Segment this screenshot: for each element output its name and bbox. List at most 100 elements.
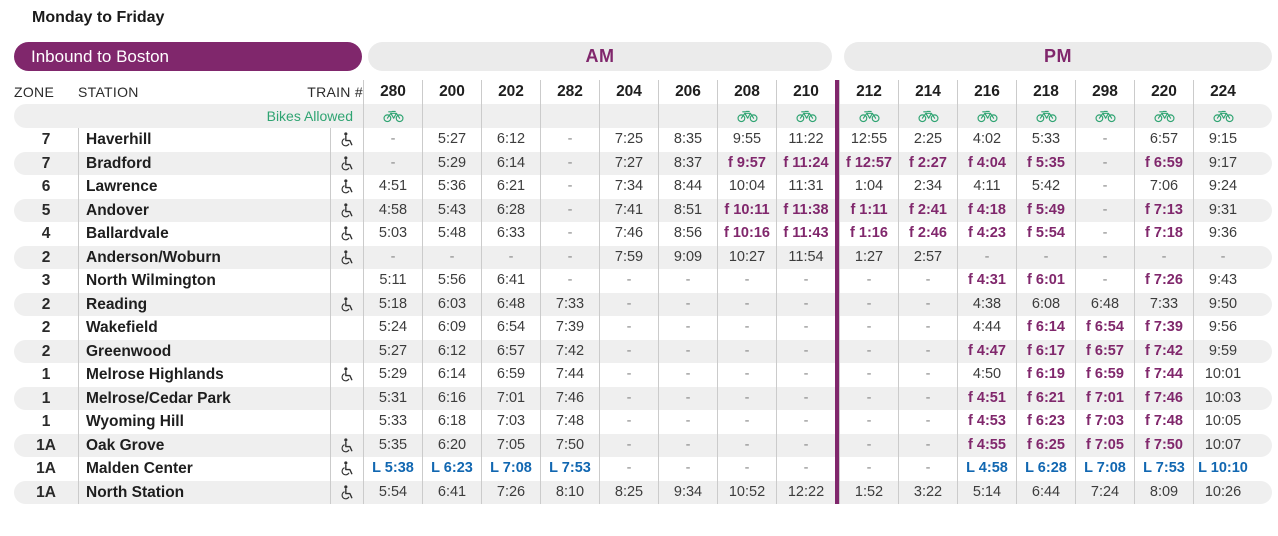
wheelchair-accessible-icon bbox=[341, 485, 352, 500]
no-stop-cell: - bbox=[599, 292, 658, 316]
no-stop-cell: - bbox=[898, 433, 957, 457]
no-stop-cell: - bbox=[1134, 245, 1193, 269]
wheelchair-accessible-icon bbox=[341, 297, 352, 312]
time-cell: 8:56 bbox=[658, 222, 717, 246]
train-number-208: 208 bbox=[717, 80, 776, 104]
zone-value: 1 bbox=[41, 413, 51, 430]
time-cell: 7:44 bbox=[540, 363, 599, 387]
l-stop-time: L 7:08 bbox=[1075, 457, 1134, 481]
time-cell: 8:10 bbox=[540, 480, 599, 504]
flag-stop-time: f 6:19 bbox=[1016, 363, 1075, 387]
time-cell: 5:27 bbox=[422, 128, 481, 152]
bikes-allowed-row: Bikes Allowed bbox=[14, 104, 1272, 128]
flag-stop-time: f 7:42 bbox=[1134, 339, 1193, 363]
no-stop-cell: - bbox=[658, 386, 717, 410]
no-stop-cell: - bbox=[898, 269, 957, 293]
zone-value: 2 bbox=[41, 248, 51, 266]
time-cell: 5:43 bbox=[422, 198, 481, 222]
station-row-anderson-woburn: 2 Anderson/Woburn - - - -7:59 9:09 10:27 11:54 1… bbox=[14, 245, 1272, 269]
no-stop-cell: - bbox=[717, 292, 776, 316]
no-stop-cell: - bbox=[839, 433, 898, 457]
no-stop-cell: - bbox=[898, 363, 957, 387]
no-stop-cell: - bbox=[957, 245, 1016, 269]
station-train-header: STATION TRAIN # bbox=[78, 80, 363, 104]
no-stop-cell: - bbox=[599, 433, 658, 457]
time-cell: 11:54 bbox=[776, 245, 835, 269]
accessible-cell bbox=[330, 245, 363, 269]
row-end-spacer bbox=[1252, 175, 1272, 199]
no-stop-cell: - bbox=[717, 410, 776, 434]
am-pm-divider bbox=[835, 386, 839, 410]
no-stop-cell: - bbox=[599, 410, 658, 434]
l-stop-time: L 7:08 bbox=[481, 457, 540, 481]
time-cell: 7:59 bbox=[599, 245, 658, 269]
station-name: Wakefield bbox=[78, 316, 330, 340]
time-cell: 5:03 bbox=[363, 222, 422, 246]
am-pm-divider bbox=[835, 175, 839, 199]
time-cell: 8:37 bbox=[658, 151, 717, 175]
no-stop-cell: - bbox=[1075, 128, 1134, 152]
no-stop-cell: - bbox=[898, 386, 957, 410]
no-stop-cell: - bbox=[898, 316, 957, 340]
am-pm-divider bbox=[835, 339, 839, 363]
time-cell: 5:33 bbox=[363, 410, 422, 434]
flag-stop-time: f 4:18 bbox=[957, 198, 1016, 222]
bike-icon bbox=[736, 110, 758, 122]
time-cell: 6:03 bbox=[422, 292, 481, 316]
bike-icon bbox=[795, 110, 817, 122]
time-cell: 8:51 bbox=[658, 198, 717, 222]
station-name: Lawrence bbox=[78, 175, 330, 199]
no-stop-cell: - bbox=[540, 245, 599, 269]
flag-stop-time: f 5:49 bbox=[1016, 198, 1075, 222]
time-cell: 4:11 bbox=[957, 175, 1016, 199]
no-stop-cell: - bbox=[776, 339, 835, 363]
train-number-204: 204 bbox=[599, 80, 658, 104]
time-cell: 7:42 bbox=[540, 339, 599, 363]
time-cell: 7:25 bbox=[599, 128, 658, 152]
station-name: North Station bbox=[78, 480, 330, 504]
no-stop-cell: - bbox=[717, 269, 776, 293]
accessible-cell-empty bbox=[330, 269, 363, 293]
zone-value: 6 bbox=[41, 178, 51, 195]
station-row-north-station: 1A North Station 5:54 6:41 7:26 8:10 8:25 9:34… bbox=[14, 480, 1272, 504]
flag-stop-time: f 6:59 bbox=[1075, 363, 1134, 387]
time-cell: 5:27 bbox=[363, 339, 422, 363]
accessible-cell bbox=[330, 175, 363, 199]
no-stop-cell: - bbox=[898, 410, 957, 434]
time-cell: 5:56 bbox=[422, 269, 481, 293]
no-stop-cell: - bbox=[776, 269, 835, 293]
station-name: Andover bbox=[78, 198, 330, 222]
am-pm-divider bbox=[835, 316, 839, 340]
flag-stop-time: f 4:55 bbox=[957, 433, 1016, 457]
train-number-298: 298 bbox=[1075, 80, 1134, 104]
zone-column-header: ZONE bbox=[14, 84, 55, 100]
zone-value: 1A bbox=[36, 460, 56, 477]
am-pm-divider bbox=[835, 245, 839, 269]
time-cell: 6:18 bbox=[422, 410, 481, 434]
row-end-spacer bbox=[1252, 340, 1272, 364]
station-name: Bradford bbox=[78, 151, 330, 175]
flag-stop-time: f 2:41 bbox=[898, 198, 957, 222]
time-cell: 2:25 bbox=[898, 128, 957, 152]
train-number-214: 214 bbox=[898, 80, 957, 104]
train-number-216: 216 bbox=[957, 80, 1016, 104]
time-cell: 9:43 bbox=[1193, 269, 1252, 293]
wheelchair-accessible-icon bbox=[341, 438, 352, 453]
train-number-220: 220 bbox=[1134, 80, 1193, 104]
train-number-280: 280 bbox=[363, 80, 422, 104]
station-row-melrose-cedar-park: 1 Melrose/Cedar Park 5:31 6:16 7:01 7:46- - - - -… bbox=[14, 386, 1272, 410]
flag-stop-time: f 6:14 bbox=[1016, 316, 1075, 340]
time-cell: 6:12 bbox=[481, 128, 540, 152]
l-stop-time: L 4:58 bbox=[957, 457, 1016, 481]
flag-stop-time: f 6:57 bbox=[1075, 339, 1134, 363]
flag-stop-time: f 2:27 bbox=[898, 151, 957, 175]
flag-stop-time: f 4:51 bbox=[957, 386, 1016, 410]
row-end-spacer bbox=[1252, 363, 1272, 387]
station-row-ballardvale: 4 Ballardvale 5:03 5:48 6:33-7:46 8:56 f 10:1… bbox=[14, 222, 1272, 246]
flag-stop-time: f 11:38 bbox=[776, 198, 835, 222]
bike-empty-train-202 bbox=[481, 104, 540, 128]
no-stop-cell: - bbox=[776, 316, 835, 340]
station-name: Wyoming Hill bbox=[78, 410, 330, 434]
no-stop-cell: - bbox=[839, 386, 898, 410]
time-cell: 7:24 bbox=[1075, 480, 1134, 504]
